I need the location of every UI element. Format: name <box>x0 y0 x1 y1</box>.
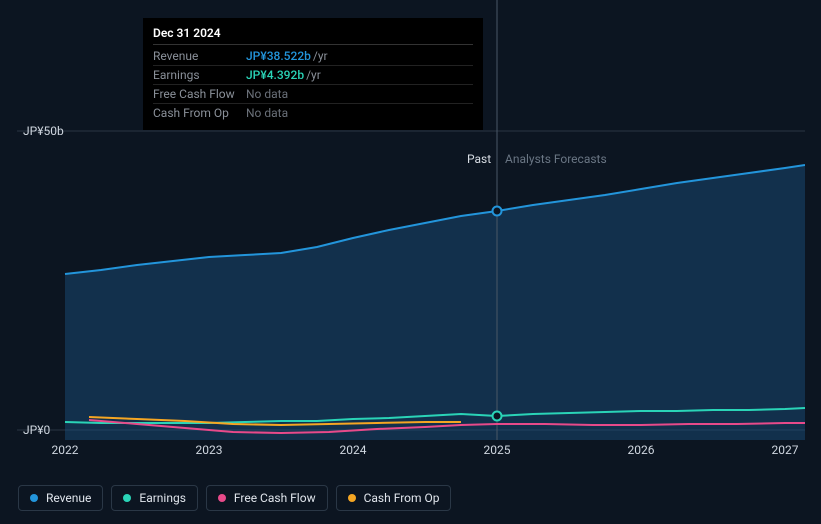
legend-label: Free Cash Flow <box>234 491 316 505</box>
x-tick: 2024 <box>340 443 367 457</box>
x-tick: 2027 <box>772 443 799 457</box>
tooltip-row-nodata: No data <box>246 87 288 101</box>
forecast-label: Analysts Forecasts <box>505 152 607 166</box>
past-label: Past <box>467 152 491 166</box>
legend-item-free-cash-flow[interactable]: Free Cash Flow <box>206 485 328 511</box>
x-tick: 2022 <box>52 443 79 457</box>
tooltip: Dec 31 2024 RevenueJP¥38.522b /yrEarning… <box>143 18 483 130</box>
tooltip-date: Dec 31 2024 <box>153 26 473 45</box>
tooltip-row-unit: /yr <box>313 49 328 63</box>
legend-item-cash-from-op[interactable]: Cash From Op <box>336 485 452 511</box>
marker-earnings <box>493 412 502 421</box>
legend-label: Cash From Op <box>364 491 440 505</box>
tooltip-row-nodata: No data <box>246 106 288 120</box>
tooltip-row: Cash From OpNo data <box>153 104 473 122</box>
legend: Revenue Earnings Free Cash Flow Cash From O… <box>18 485 451 511</box>
y-label: JP¥0 <box>23 423 50 437</box>
legend-dot-icon <box>30 494 38 502</box>
tooltip-row-unit: /yr <box>306 68 321 82</box>
tooltip-row: Free Cash FlowNo data <box>153 85 473 104</box>
tooltip-row: EarningsJP¥4.392b /yr <box>153 66 473 85</box>
tooltip-row-value: JP¥4.392b <box>246 68 304 82</box>
x-axis: 2022 2023 2024 2025 2026 2027 <box>17 443 805 463</box>
tooltip-row-label: Earnings <box>153 68 246 82</box>
tooltip-row-value: JP¥38.522b <box>246 49 311 63</box>
tooltip-row-label: Free Cash Flow <box>153 87 246 101</box>
tooltip-row-label: Cash From Op <box>153 106 246 120</box>
legend-item-earnings[interactable]: Earnings <box>111 485 198 511</box>
legend-dot-icon <box>218 494 226 502</box>
tooltip-row: RevenueJP¥38.522b /yr <box>153 47 473 66</box>
x-tick: 2025 <box>484 443 511 457</box>
legend-label: Revenue <box>46 491 91 505</box>
legend-item-revenue[interactable]: Revenue <box>18 485 103 511</box>
legend-label: Earnings <box>139 491 186 505</box>
legend-dot-icon <box>123 494 131 502</box>
marker-revenue <box>493 207 502 216</box>
tooltip-row-label: Revenue <box>153 49 246 63</box>
legend-dot-icon <box>348 494 356 502</box>
x-tick: 2026 <box>628 443 655 457</box>
x-tick: 2023 <box>196 443 223 457</box>
y-label: JP¥50b <box>23 124 64 138</box>
